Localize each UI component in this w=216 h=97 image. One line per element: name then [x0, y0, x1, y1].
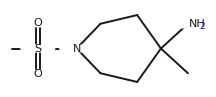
Text: 2: 2	[199, 22, 205, 31]
Text: O: O	[33, 18, 42, 28]
Text: O: O	[33, 69, 42, 79]
Ellipse shape	[60, 45, 94, 52]
Ellipse shape	[21, 70, 55, 77]
Ellipse shape	[21, 45, 55, 52]
Text: NH: NH	[189, 19, 206, 29]
Text: N: N	[73, 43, 81, 54]
Text: S: S	[34, 43, 41, 54]
Ellipse shape	[157, 19, 216, 28]
Ellipse shape	[21, 20, 55, 27]
